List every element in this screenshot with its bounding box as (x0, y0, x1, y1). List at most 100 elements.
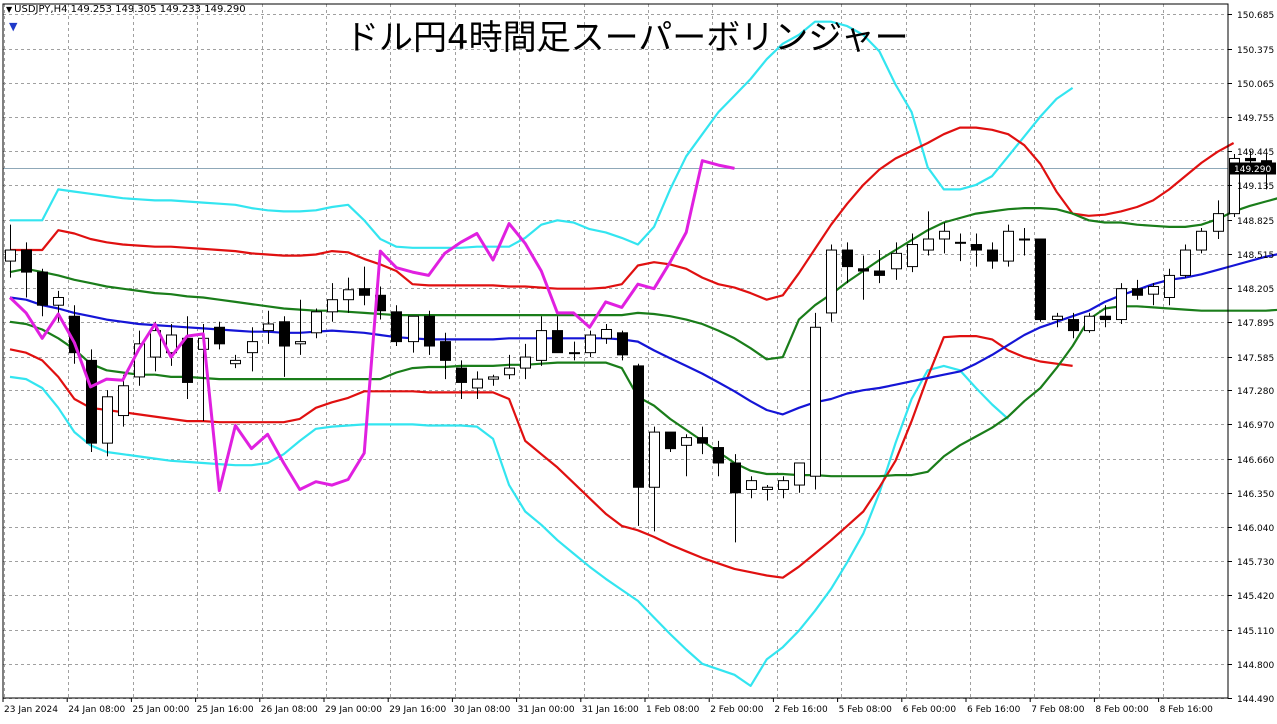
candle-bull (1197, 231, 1207, 250)
collapse-triangle-icon[interactable]: ▼ (6, 5, 12, 14)
candle-bear (183, 338, 193, 382)
candle-bear (972, 245, 982, 251)
candle-bull (296, 342, 306, 344)
x-tick-label: 6 Feb 16:00 (967, 705, 1021, 715)
candle-bull (103, 397, 113, 443)
candle-bull (892, 253, 902, 268)
candle-bear (666, 432, 676, 449)
candle-bull (328, 300, 338, 312)
y-tick-label: 145.420 (1237, 592, 1274, 602)
x-tick-label: 8 Feb 16:00 (1160, 705, 1214, 715)
candle-bull (811, 327, 821, 476)
x-tick-label: 25 Jan 16:00 (197, 705, 254, 715)
candle-bull (924, 239, 934, 250)
symbol-info: ▼USDJPY,H4 149.253 149.305 149.233 149.2… (6, 4, 246, 15)
x-tick-label: 2 Feb 16:00 (774, 705, 828, 715)
candle-bull (231, 360, 241, 363)
y-tick-label: 150.685 (1237, 11, 1274, 21)
x-tick-label: 5 Feb 08:00 (839, 705, 893, 715)
candle-bull (521, 357, 531, 368)
candle-bear (425, 316, 435, 346)
candle-bull (586, 335, 596, 353)
y-tick-label: 145.110 (1237, 627, 1274, 637)
candle-bear (875, 271, 885, 275)
candle-bull (1085, 316, 1095, 330)
candle-bull (248, 342, 258, 353)
y-tick-label: 150.065 (1237, 80, 1274, 90)
candle-bull (682, 438, 692, 446)
candle-bull (795, 463, 805, 485)
candle-bear (553, 331, 563, 353)
candle-bull (908, 245, 918, 267)
candle-bear (634, 366, 644, 487)
candle-bull (6, 250, 16, 261)
x-tick-label: 7 Feb 08:00 (1031, 705, 1085, 715)
candle-bull (956, 242, 966, 243)
candle-bull (1004, 231, 1014, 261)
y-tick-label: 149.135 (1237, 182, 1274, 192)
candle-bear (360, 289, 370, 296)
candle-bull (650, 432, 660, 487)
y-tick-label: 146.970 (1237, 421, 1274, 431)
candle-bull (312, 312, 322, 333)
candle-bear (1036, 239, 1046, 320)
x-tick-label: 29 Jan 00:00 (325, 705, 382, 715)
candle-bear (280, 322, 290, 346)
candle-bear (457, 368, 467, 382)
candle-bear (38, 272, 48, 305)
candle-bear (215, 327, 225, 344)
chart-title: ドル円4時間足スーパーボリンジャー (345, 10, 909, 59)
candle-bull (747, 481, 757, 490)
candle-bear (1133, 289, 1143, 296)
candle-bull (779, 481, 789, 490)
candle-bull (1020, 239, 1030, 240)
current-price-label: 149.290 (1234, 165, 1271, 175)
candle-bull (827, 250, 837, 313)
y-tick-label: 150.375 (1237, 46, 1274, 56)
candle-bear (618, 333, 628, 355)
candle-bull (602, 329, 612, 338)
y-tick-label: 146.350 (1237, 490, 1274, 500)
x-tick-label: 24 Jan 08:00 (68, 705, 125, 715)
indicator-arrow-icon: ▼ (9, 20, 17, 33)
y-tick-label: 147.280 (1237, 387, 1274, 397)
y-tick-label: 147.895 (1237, 319, 1274, 329)
candle-bear (698, 438, 708, 444)
candle-bear (731, 463, 741, 493)
y-tick-label: 149.445 (1237, 148, 1274, 158)
y-tick-label: 148.515 (1237, 251, 1274, 261)
candle-bull (537, 331, 547, 361)
candle-bull (264, 324, 274, 331)
x-tick-label: 25 Jan 00:00 (132, 705, 189, 715)
symbol-ohlc-text: USDJPY,H4 149.253 149.305 149.233 149.29… (14, 4, 245, 15)
x-tick-label: 29 Jan 16:00 (389, 705, 446, 715)
candle-bear (714, 448, 724, 463)
candle-bull (763, 487, 773, 489)
x-tick-label: 26 Jan 08:00 (261, 705, 318, 715)
x-tick-label: 1 Feb 08:00 (646, 705, 700, 715)
x-tick-label: 30 Jan 08:00 (453, 705, 510, 715)
y-tick-label: 146.040 (1237, 524, 1274, 534)
candle-bull (1053, 316, 1063, 319)
candle-bear (843, 250, 853, 267)
x-tick-label: 23 Jan 2024 (4, 705, 58, 715)
y-tick-label: 148.825 (1237, 217, 1274, 227)
y-tick-label: 147.585 (1237, 354, 1274, 364)
candle-bull (1165, 275, 1175, 297)
candle-bull (505, 368, 515, 375)
y-tick-label: 144.490 (1237, 695, 1274, 705)
candle-bull (409, 316, 419, 341)
candle-bear (87, 360, 97, 443)
y-tick-label: 144.800 (1237, 661, 1274, 671)
y-tick-label: 149.755 (1237, 114, 1274, 124)
candle-bull (1181, 250, 1191, 275)
y-tick-label: 148.205 (1237, 285, 1274, 295)
candle-bull (1149, 286, 1159, 294)
candle-bull (54, 297, 64, 305)
candle-bull (570, 353, 580, 354)
candle-bear (988, 250, 998, 261)
x-tick-label: 31 Jan 00:00 (518, 705, 575, 715)
candle-bear (859, 269, 869, 271)
candle-bull (473, 379, 483, 388)
